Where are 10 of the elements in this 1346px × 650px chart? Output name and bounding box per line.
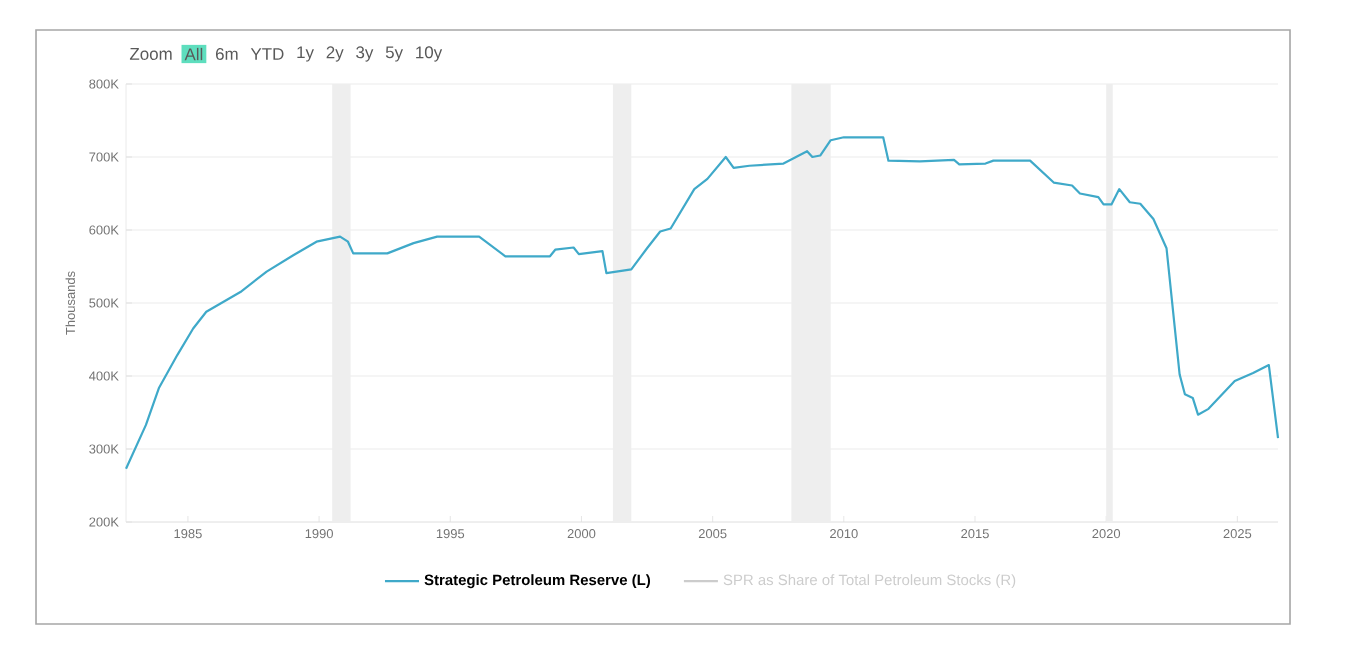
- text: All: [184, 47, 203, 61]
- text: 1y: [297, 46, 314, 62]
- text: 10y: [416, 46, 443, 62]
- text: 6m: [215, 48, 238, 60]
- text: YTD: [250, 48, 284, 60]
- text: Zoom: [129, 48, 172, 60]
- text: 3y: [356, 46, 374, 62]
- text: 2y: [326, 46, 344, 62]
- text: 5y: [385, 46, 404, 62]
- line-series: [124, 136, 1280, 470]
